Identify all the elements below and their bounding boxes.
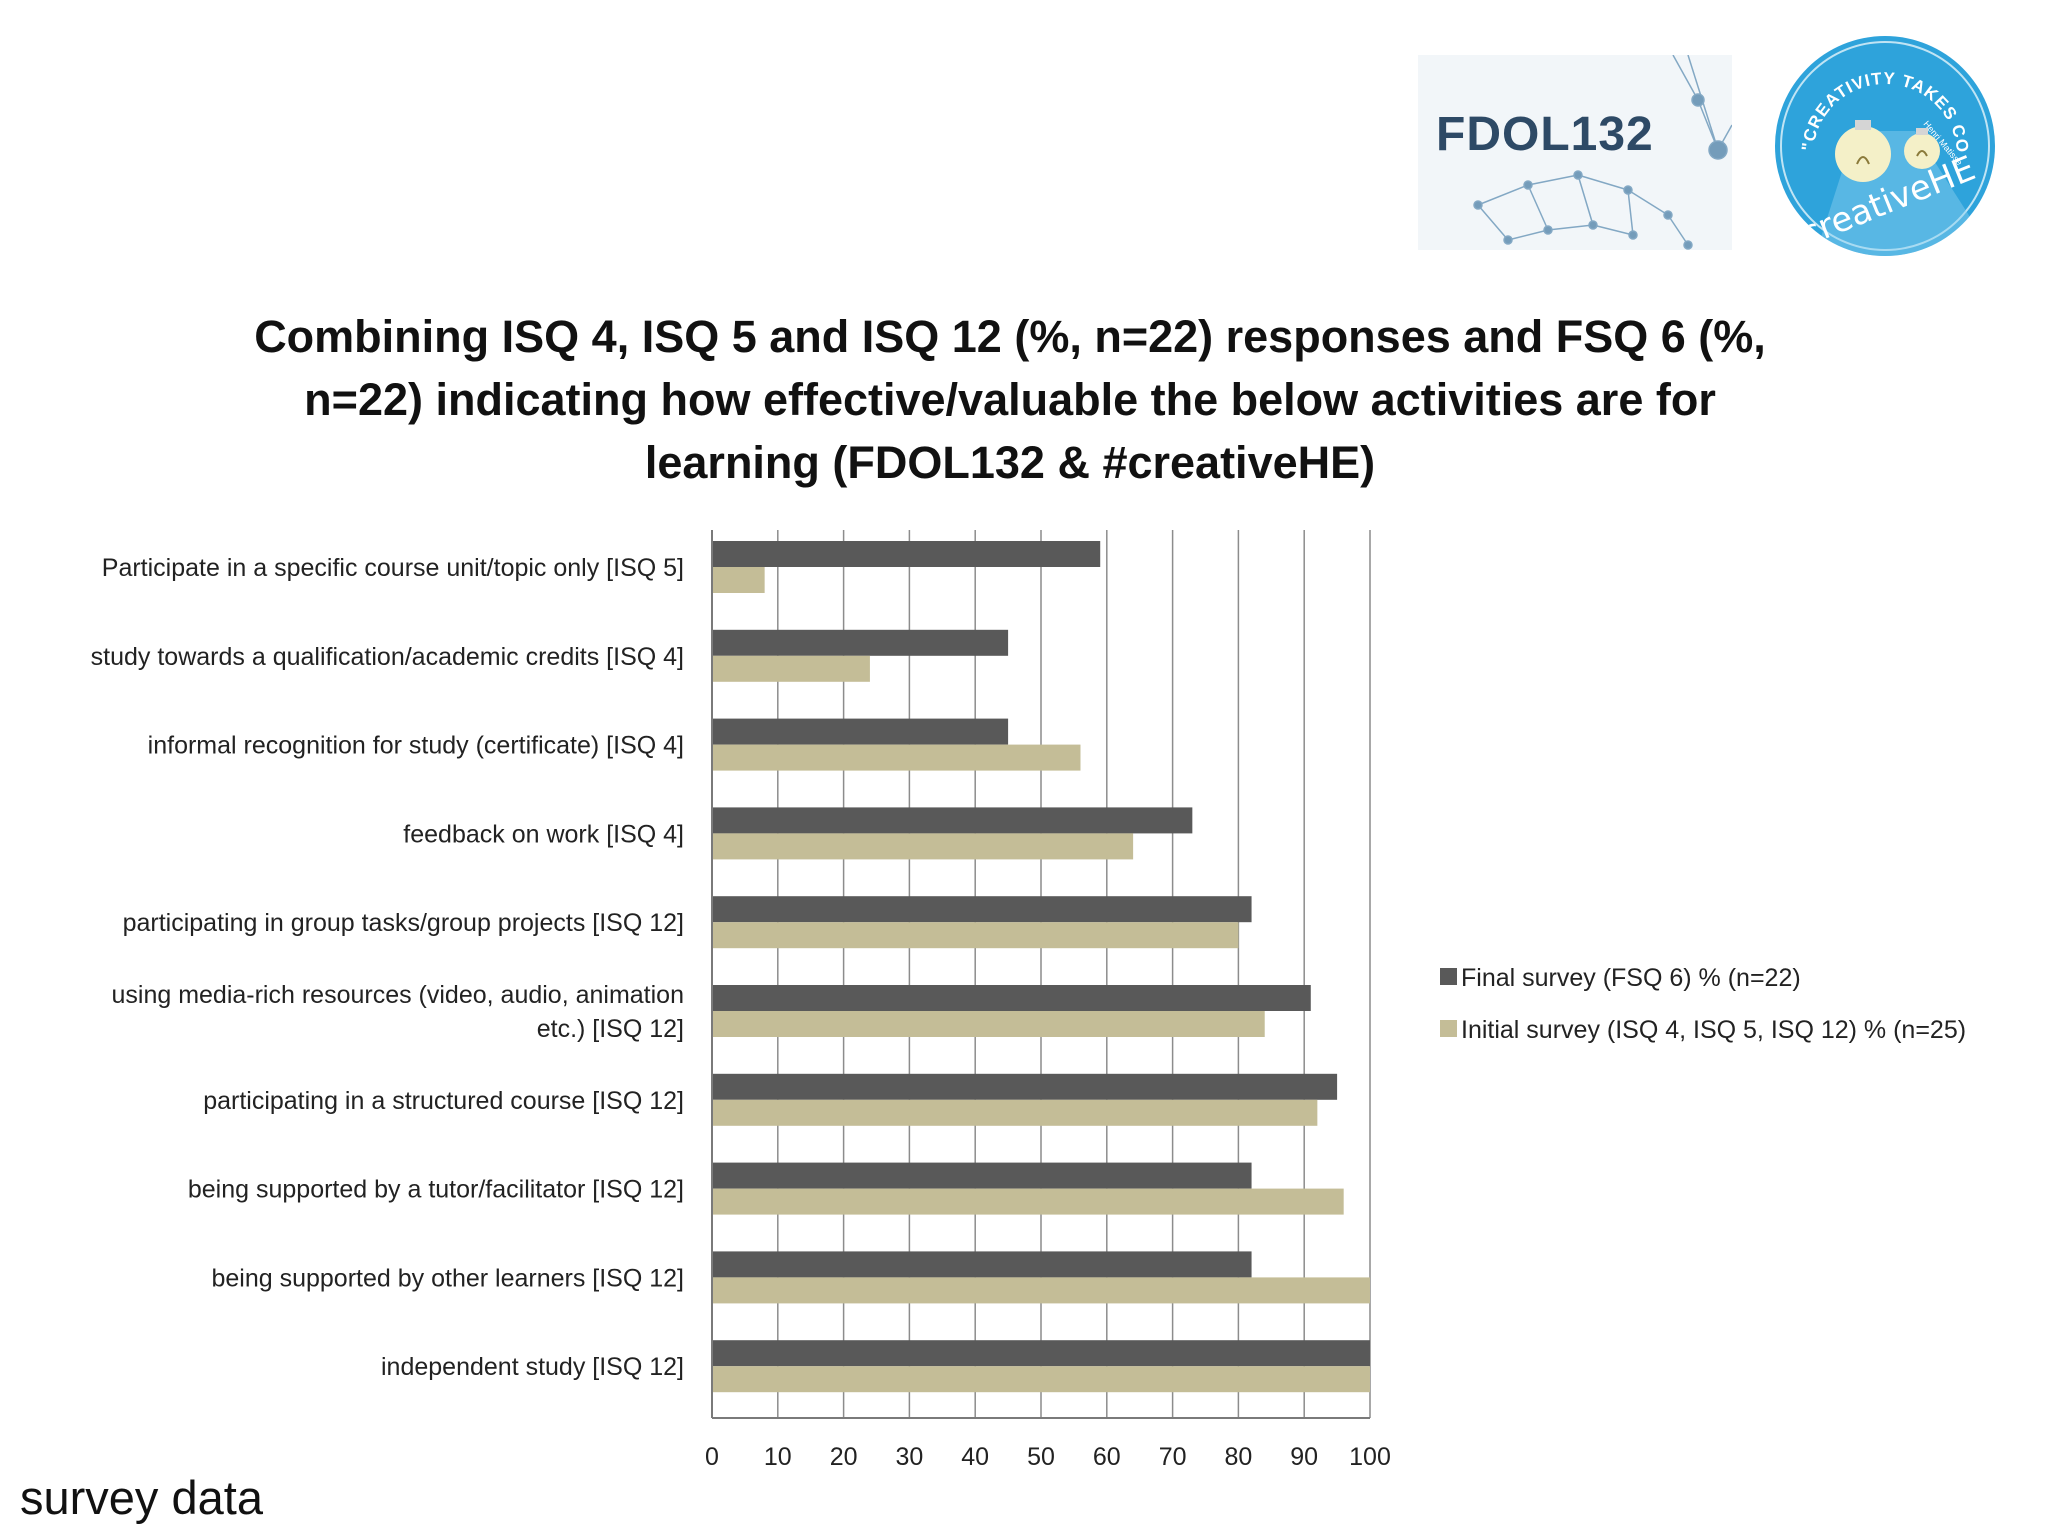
creativehe-logo: "CREATIVITY TAKES COURAGE" Henri Matisse… <box>1775 36 1995 256</box>
category-label: participating in a structured course [IS… <box>203 1087 684 1115</box>
x-tick-label: 20 <box>830 1443 858 1471</box>
category-label-line: etc.) [ISQ 12] <box>537 1015 684 1043</box>
category-label: informal recognition for study (certific… <box>148 732 684 760</box>
bar-series2-cat1 <box>712 567 765 593</box>
category-label: Participate in a specific course unit/to… <box>102 554 684 582</box>
network-graphic-icon <box>1473 55 1732 250</box>
bar-series1-cat3 <box>712 718 1009 745</box>
category-label-line: participating in a structured course [IS… <box>203 1087 684 1115</box>
bar-series1-cat2 <box>712 629 1009 656</box>
bar-series2-cat10 <box>712 1366 1370 1393</box>
category-label: being supported by a tutor/facilitator [… <box>188 1176 684 1204</box>
bar-series2-cat2 <box>712 655 870 682</box>
legend-swatch-series2 <box>1440 1020 1457 1037</box>
footer-caption: survey data <box>20 1471 263 1524</box>
x-tick-label: 80 <box>1224 1443 1252 1471</box>
fdol132-logo: FDOL132 <box>1418 55 1732 250</box>
x-tick-label: 90 <box>1290 1443 1318 1471</box>
x-tick-label: 60 <box>1093 1443 1121 1471</box>
x-tick-label: 70 <box>1159 1443 1187 1471</box>
category-label-line: being supported by a tutor/facilitator [… <box>188 1176 684 1204</box>
bar-series2-cat6 <box>712 1011 1265 1037</box>
category-label: feedback on work [ISQ 4] <box>403 820 684 848</box>
category-label-line: study towards a qualification/academic c… <box>91 643 684 671</box>
category-label: participating in group tasks/group proje… <box>123 909 684 937</box>
x-tick-label: 40 <box>961 1443 989 1471</box>
bar-series1-cat6 <box>712 985 1311 1011</box>
x-tick-label: 0 <box>705 1443 719 1471</box>
category-label-line: independent study [ISQ 12] <box>381 1353 684 1381</box>
bar-series2-cat8 <box>712 1188 1344 1215</box>
category-label: being supported by other learners [ISQ 1… <box>211 1264 684 1292</box>
category-label: using media-rich resources (video, audio… <box>111 981 684 1043</box>
category-label-line: participating in group tasks/group proje… <box>123 909 684 937</box>
x-tick-label: 10 <box>764 1443 792 1471</box>
bar-series1-cat1 <box>712 541 1101 567</box>
chart-title: Combining ISQ 4, ISQ 5 and ISQ 12 (%, n=… <box>254 311 1766 488</box>
fdol132-logo-text: FDOL132 <box>1436 108 1654 161</box>
category-label-line: using media-rich resources (video, audio… <box>111 981 684 1009</box>
bar-series1-cat5 <box>712 896 1252 923</box>
bar-series2-cat7 <box>712 1099 1318 1126</box>
bar-series1-cat9 <box>712 1251 1252 1278</box>
category-label-line: being supported by other learners [ISQ 1… <box>211 1264 684 1292</box>
bar-series1-cat4 <box>712 807 1193 834</box>
bar-series2-cat9 <box>712 1277 1370 1304</box>
creativehe-badge-icon: "CREATIVITY TAKES COURAGE" Henri Matisse… <box>1775 36 1995 256</box>
category-label-line: feedback on work [ISQ 4] <box>403 820 684 848</box>
legend-swatch-series1 <box>1440 968 1457 985</box>
legend-label-series2: Initial survey (ISQ 4, ISQ 5, ISQ 12) % … <box>1461 1016 1966 1044</box>
bar-series1-cat8 <box>712 1162 1252 1189</box>
x-tick-label: 100 <box>1349 1443 1391 1471</box>
legend-label-series1: Final survey (FSQ 6) % (n=22) <box>1461 964 1801 992</box>
category-label: study towards a qualification/academic c… <box>91 643 684 671</box>
bar-series2-cat5 <box>712 922 1239 949</box>
x-tick-label: 50 <box>1027 1443 1055 1471</box>
bar-series2-cat3 <box>712 744 1081 771</box>
x-tick-label: 30 <box>895 1443 923 1471</box>
category-label-line: informal recognition for study (certific… <box>148 732 684 760</box>
category-label: independent study [ISQ 12] <box>381 1353 684 1381</box>
bar-series2-cat4 <box>712 833 1134 860</box>
bar-series1-cat7 <box>712 1073 1338 1100</box>
bar-series1-cat10 <box>712 1340 1370 1367</box>
category-label-line: Participate in a specific course unit/to… <box>102 554 684 582</box>
